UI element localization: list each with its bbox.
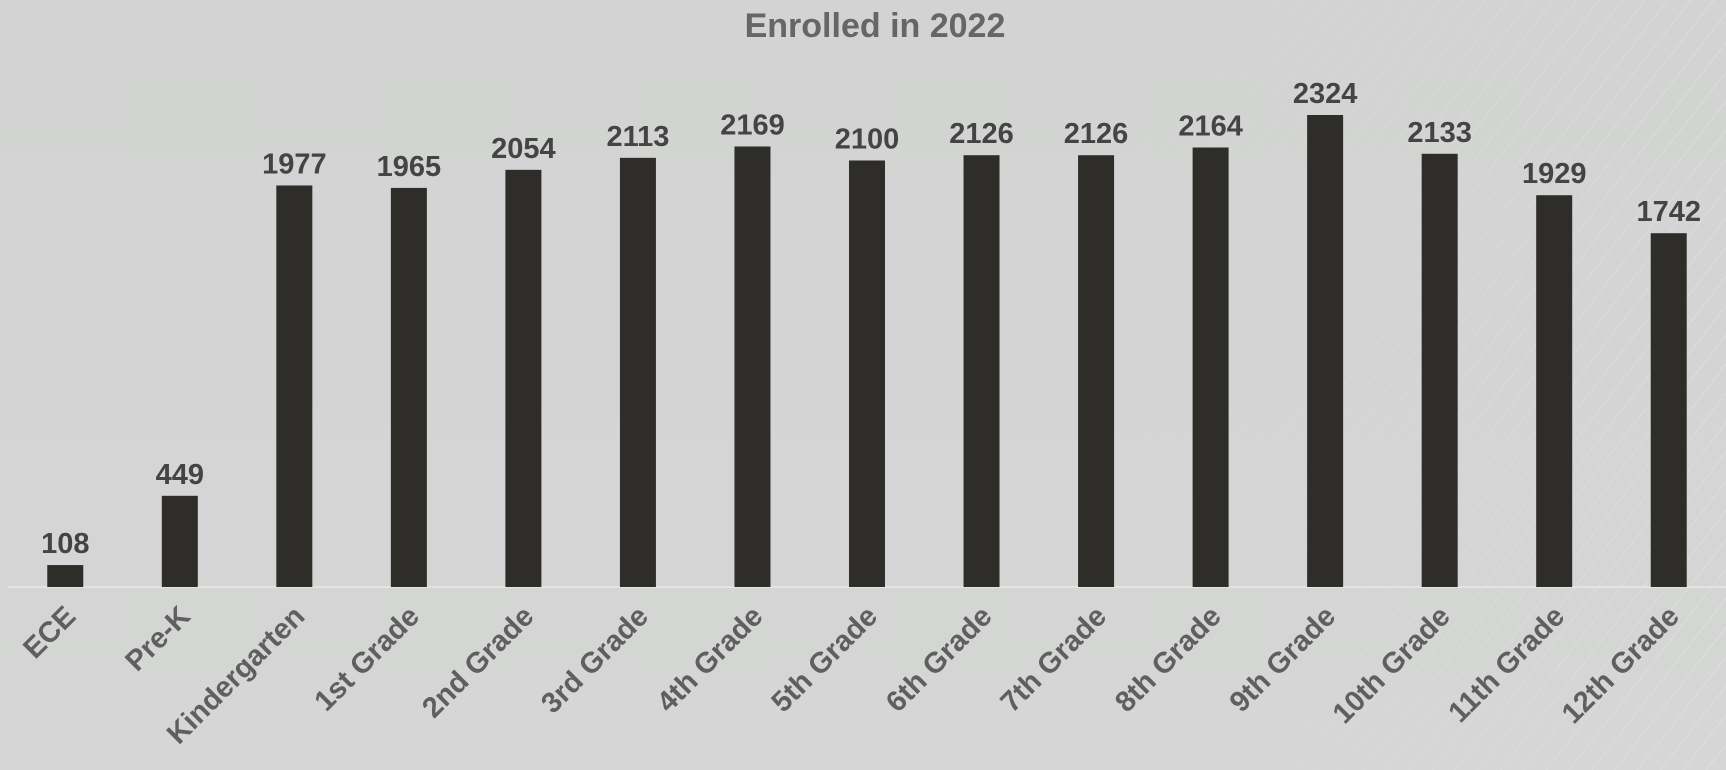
category-label-9: 7th Grade [995,600,1113,718]
category-label-0: ECE [17,600,82,665]
chart-title: Enrolled in 2022 [745,7,1006,45]
category-label-5: 3rd Grade [535,600,655,720]
bar-14 [1650,233,1687,587]
bar-13 [1536,195,1573,587]
data-label-4: 2054 [491,133,556,165]
category-label-13: 11th Grade [1443,600,1572,729]
bar-11 [1307,115,1344,587]
bar-4 [505,169,542,587]
category-label-3: 1st Grade [309,600,426,717]
data-label-7: 2100 [835,123,900,155]
bar-6 [734,146,771,588]
bar-8 [963,155,1000,587]
data-label-3: 1965 [377,151,442,183]
bar-1 [161,495,198,587]
data-label-14: 1742 [1636,196,1701,228]
bar-5 [619,157,656,587]
category-label-4: 2nd Grade [416,600,540,724]
data-label-11: 2324 [1293,78,1358,110]
category-label-14: 12th Grade [1556,600,1686,730]
data-label-6: 2169 [720,109,785,141]
bar-0 [47,565,84,587]
category-label-12: 10th Grade [1327,600,1457,730]
data-label-1: 449 [156,459,204,491]
bar-7 [849,160,885,588]
bar-10 [1192,147,1229,587]
data-label-2: 1977 [262,148,327,180]
bar-9 [1078,155,1115,587]
category-label-6: 4th Grade [651,600,769,718]
category-label-8: 6th Grade [880,600,998,718]
bar-12 [1421,153,1458,588]
bar-2 [276,185,313,588]
data-label-13: 1929 [1522,158,1587,190]
category-label-1: Pre-K [119,600,196,677]
category-label-10: 8th Grade [1109,600,1227,718]
bars-group [47,115,1687,588]
data-label-8: 2126 [949,118,1014,150]
data-label-10: 2164 [1178,111,1243,143]
data-label-0: 108 [41,528,89,560]
category-label-7: 5th Grade [766,600,884,718]
data-label-5: 2113 [606,121,669,153]
data-labels-group: 108 449 1977 1965 2054 2113 2169 2100 2126 2126 21… [41,78,1701,560]
data-label-12: 2133 [1407,117,1472,149]
bar-3 [390,187,427,587]
data-label-9: 2126 [1064,118,1129,150]
category-label-11: 9th Grade [1224,600,1342,718]
